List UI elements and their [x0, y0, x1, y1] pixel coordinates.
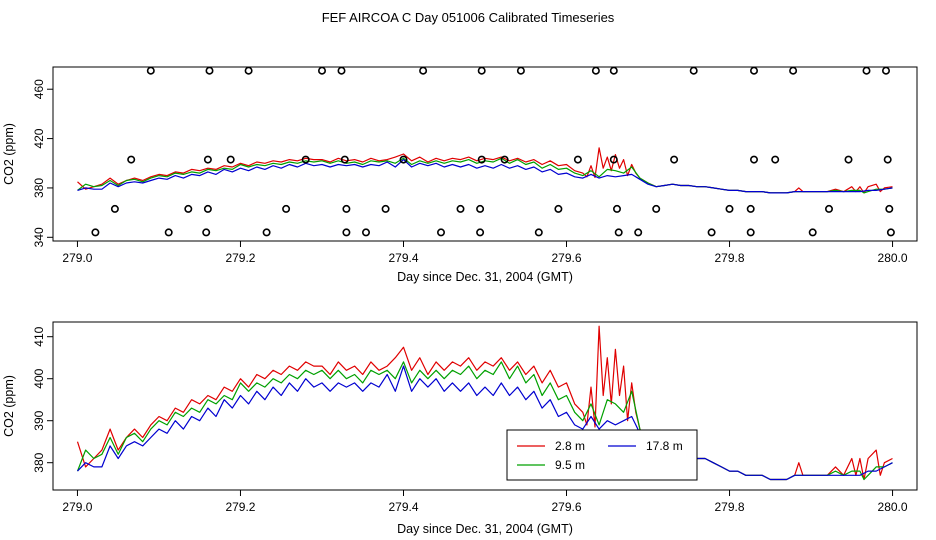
top-series-17-8-m [77, 159, 893, 194]
calibration-point [612, 204, 621, 213]
top-x-tick-label: 279.4 [388, 251, 418, 265]
calibration-point [652, 204, 661, 213]
calibration-point [301, 155, 310, 164]
top-panel: 279.0 279.2 279.4 279.6 279.8 280.0 340 380 420 4… [2, 66, 918, 284]
calibration-point [554, 204, 563, 213]
calibration-point [184, 204, 193, 213]
bottom-y-tick-label: 390 [32, 410, 46, 430]
top-y-tick-label: 380 [32, 178, 46, 198]
calibration-point [707, 228, 716, 237]
calibration-point [725, 204, 734, 213]
calibration-point [670, 155, 679, 164]
calibration-point [110, 204, 119, 213]
calibration-point [883, 155, 892, 164]
bottom-panel: 279.0 279.2 279.4 279.6 279.8 280.0 380 390 400 4… [2, 321, 918, 536]
calibration-point [91, 228, 100, 237]
calibration-point [340, 155, 349, 164]
calibration-point [573, 155, 582, 164]
calibration-point [456, 204, 465, 213]
calibration-point [824, 204, 833, 213]
calibration-point [342, 228, 351, 237]
bottom-x-axis-label: Day since Dec. 31, 2004 (GMT) [397, 522, 573, 536]
bottom-y-axis-label: CO2 (ppm) [2, 375, 16, 437]
top-y-axis-label: CO2 (ppm) [2, 123, 16, 185]
calibration-point [262, 228, 271, 237]
legend-box [506, 429, 698, 481]
top-x-tick-label: 279.8 [715, 251, 745, 265]
top-plot-frame [52, 66, 918, 242]
legend-label-17-8m: 17.8 m [646, 439, 683, 453]
calibration-point [399, 155, 408, 164]
bottom-series-17-8-m [77, 365, 893, 481]
calibration-point [476, 204, 485, 213]
legend: 2.8 m 9.5 m 17.8 m [506, 429, 698, 481]
calibration-point [609, 155, 618, 164]
bottom-y-tick-label: 380 [32, 452, 46, 472]
calibration-point [844, 155, 853, 164]
legend-label-2-8m: 2.8 m [555, 439, 585, 453]
bottom-x-tick-label: 279.4 [388, 500, 418, 514]
top-x-axis-label: Day since Dec. 31, 2004 (GMT) [397, 270, 573, 284]
calibration-point [164, 228, 173, 237]
calibration-point [361, 228, 370, 237]
calibration-point [634, 228, 643, 237]
calibration-point [771, 155, 780, 164]
calibration-point [500, 155, 509, 164]
calibration-point [746, 204, 755, 213]
calibration-point [746, 228, 755, 237]
calibration-point [226, 155, 235, 164]
calibration-point [749, 155, 758, 164]
calibration-point [282, 204, 291, 213]
bottom-x-tick-label: 279.2 [225, 500, 255, 514]
calibration-point [203, 204, 212, 213]
bottom-x-tick-label: 280.0 [878, 500, 908, 514]
top-y-tick-label: 340 [32, 227, 46, 247]
calibration-point [477, 155, 486, 164]
top-x-tick-label: 279.0 [62, 251, 92, 265]
calibration-point [342, 204, 351, 213]
bottom-x-tick-label: 279.0 [62, 500, 92, 514]
legend-label-9-5m: 9.5 m [555, 458, 585, 472]
bottom-y-tick-label: 400 [32, 368, 46, 388]
calibration-point [127, 155, 136, 164]
calibration-point [614, 228, 623, 237]
bottom-x-tick-label: 279.8 [715, 500, 745, 514]
top-x-tick-label: 280.0 [878, 251, 908, 265]
calibration-point [808, 228, 817, 237]
top-x-tick-label: 279.2 [225, 251, 255, 265]
top-y-tick-label: 420 [32, 128, 46, 148]
calibration-point [534, 228, 543, 237]
calibration-point [476, 228, 485, 237]
calibration-point [202, 228, 211, 237]
figure-title: FEF AIRCOA C Day 051006 Calibrated Times… [322, 10, 615, 25]
calibration-point [436, 228, 445, 237]
bottom-plot-frame [52, 321, 918, 491]
calibration-point [381, 204, 390, 213]
bottom-y-tick-label: 410 [32, 326, 46, 346]
bottom-x-tick-label: 279.6 [551, 500, 581, 514]
top-y-tick-label: 460 [32, 79, 46, 99]
top-x-tick-label: 279.6 [551, 251, 581, 265]
calibration-point [203, 155, 212, 164]
calibration-point [886, 228, 895, 237]
calibration-point [885, 204, 894, 213]
